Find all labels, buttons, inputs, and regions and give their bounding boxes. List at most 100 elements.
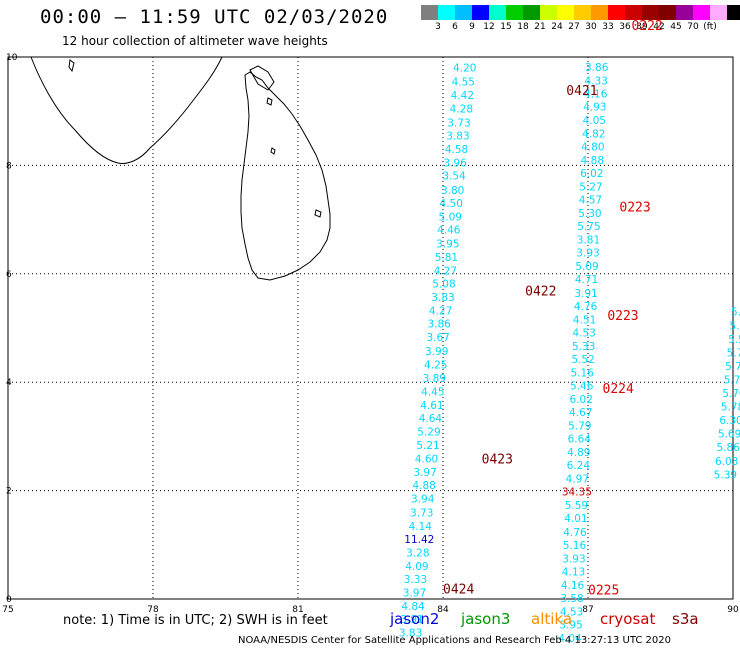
- colorbar-swatch: [523, 5, 540, 20]
- map-title: 00:00 – 11:59 UTC 02/03/2020: [40, 6, 389, 28]
- map-frame: [7, 56, 734, 600]
- wave-height-value: 3.96: [443, 158, 467, 170]
- wave-height-value: 4.76: [563, 527, 587, 539]
- wave-height-value: 5.16: [563, 540, 587, 552]
- wave-height-value: 4.27: [429, 306, 452, 318]
- colorbar-swatch: [455, 5, 472, 20]
- colorbar: [421, 5, 740, 20]
- wave-height-value: 5.59: [565, 500, 588, 512]
- wave-height-value: 3.86: [585, 62, 609, 74]
- pass-time-label: 0222: [632, 19, 663, 34]
- colorbar-label: (ft): [703, 22, 717, 32]
- colorbar-label: 18: [517, 22, 529, 32]
- wave-height-value: 6.03: [715, 456, 738, 468]
- wave-height-value: 3.54: [442, 171, 466, 183]
- wave-height-value: 4.58: [445, 144, 468, 156]
- wave-height-value: 4.82: [582, 128, 605, 140]
- wave-height-value: 5.78: [721, 402, 740, 414]
- units-note: note: 1) Time is in UTC; 2) SWH is in fe…: [63, 613, 328, 628]
- wave-height-value: 4.76: [574, 301, 598, 313]
- wave-height-value: 4.33: [585, 75, 608, 87]
- colorbar-label: 12: [483, 22, 495, 32]
- wave-height-value: 5.52: [571, 354, 594, 366]
- wave-height-value: 3.58: [560, 593, 583, 605]
- colorbar-label: 9: [469, 22, 475, 32]
- islet: [270, 147, 276, 155]
- wave-height-value: 4.84: [401, 601, 425, 613]
- map-subtitle: 12 hour collection of altimeter wave hei…: [62, 34, 328, 48]
- wave-height-value: 4.93: [583, 101, 606, 113]
- colorbar-label: 70: [687, 22, 699, 32]
- india-coastline: [30, 56, 223, 164]
- legend-item-jason2: jason2: [390, 610, 440, 628]
- pass-time-labels: 0222 0421 0223 0422 0223 0224 0423 0424 0225: [443, 19, 663, 599]
- wave-height-value: 3.91: [574, 288, 597, 300]
- wave-height-value: 4.16: [561, 580, 585, 592]
- wave-height-value: 5.54: [728, 334, 740, 346]
- wave-height-value: 5.35: [731, 307, 740, 319]
- wave-height-value: 5.29: [417, 427, 440, 439]
- colorbar-swatch: [574, 5, 591, 20]
- wave-height-value: 5.27: [579, 182, 602, 194]
- colorbar-swatch: [472, 5, 489, 20]
- wave-height-value: 4.46: [437, 224, 461, 236]
- wave-height-value: 6.02: [580, 168, 603, 180]
- colorbar-swatch: [676, 5, 693, 20]
- wave-height-value: 4.01: [564, 513, 587, 525]
- wave-height-value: 6.02: [570, 394, 593, 406]
- wave-height-value: 4.64: [419, 413, 443, 425]
- islet: [68, 59, 75, 73]
- wave-height-value: 5.81: [730, 320, 740, 332]
- islet: [266, 97, 273, 106]
- grid: [7, 56, 734, 600]
- wave-height-value: 5.78: [724, 374, 740, 386]
- wave-height-value: 5.81: [435, 252, 458, 264]
- colorbar-label: 30: [585, 22, 597, 32]
- wave-height-value: 4.88: [412, 480, 435, 492]
- wave-height-value: 4.42: [451, 90, 474, 102]
- pass-time-label: 0224: [603, 382, 634, 397]
- wave-height-value: 4.60: [415, 454, 438, 466]
- jaffna-coastline: [249, 65, 275, 91]
- wave-height-value: 4.20: [453, 62, 476, 74]
- colorbar-label: 3: [435, 22, 441, 32]
- lon-tick-label: 78: [147, 605, 159, 615]
- wave-height-value: 3.81: [577, 235, 600, 247]
- wave-height-value: 5.71: [727, 347, 740, 359]
- wave-height-value: 3.73: [447, 118, 470, 130]
- lon-tick-label: 75: [2, 605, 13, 615]
- wave-height-value: 3.83: [431, 292, 454, 304]
- islet: [314, 209, 322, 218]
- legend-item-jason3: jason3: [461, 610, 511, 628]
- colorbar-swatch: [693, 5, 710, 20]
- wave-height-value: 4.05: [583, 115, 606, 127]
- lat-tick-label: 0: [6, 595, 12, 605]
- wave-height-value: 5.70: [722, 388, 740, 400]
- wave-height-value: 4.53: [560, 606, 583, 618]
- colorbar-swatch: [659, 5, 676, 20]
- wave-height-value: 3.93: [562, 553, 585, 565]
- wave-height-value: 4.25: [424, 359, 447, 371]
- wave-height-value: 4.57: [579, 195, 602, 207]
- wave-height-value: 4.28: [450, 103, 473, 115]
- colorbar-label: 6: [452, 22, 458, 32]
- wave-height-value: 5.79: [568, 421, 591, 433]
- wave-height-value: 3.99: [425, 346, 448, 358]
- wave-height-value: 3.83: [446, 131, 469, 143]
- colorbar-label: 42: [653, 22, 665, 32]
- wave-height-value: 3.89: [423, 373, 446, 385]
- wave-height-value: 3.95: [436, 238, 459, 250]
- wave-height-value: 5.86: [716, 442, 740, 454]
- wave-height-value: 5.09: [439, 211, 462, 223]
- colorbar-label: 24: [551, 22, 563, 32]
- wave-height-value: 3.83: [399, 628, 422, 640]
- colorbar-swatch: [642, 5, 659, 20]
- pass-time-label: 0225: [588, 584, 619, 599]
- wave-height-value: 6.64: [568, 434, 592, 446]
- wave-height-value: 4.89: [567, 447, 590, 459]
- wave-height-value: 5.16: [571, 367, 595, 379]
- wave-height-value: 4.51: [573, 314, 596, 326]
- colorbar-swatch: [625, 5, 642, 20]
- colorbar-swatch: [489, 5, 506, 20]
- wave-height-value: 4.45: [421, 386, 444, 398]
